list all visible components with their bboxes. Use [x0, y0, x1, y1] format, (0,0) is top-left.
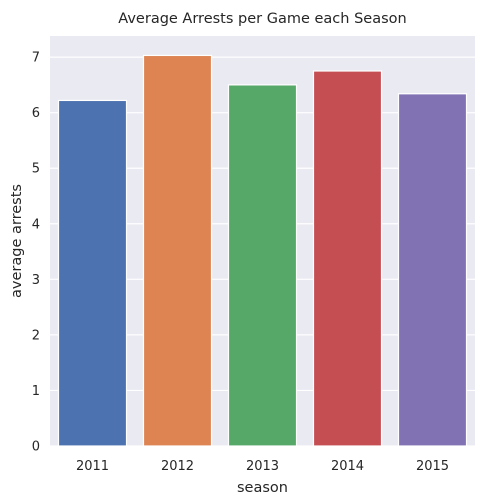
- y-tick-label: 6: [32, 106, 40, 121]
- x-tick-label: 2014: [331, 459, 364, 474]
- bar-2011: [57, 99, 128, 447]
- y-tick-labels: 0 1 2 3 4 5 6 7: [32, 51, 40, 455]
- bar-2014: [312, 70, 383, 447]
- x-tick-label: 2011: [76, 459, 109, 474]
- bar-2012: [142, 54, 213, 447]
- x-axis-label: season: [237, 480, 288, 496]
- x-tick-label: 2012: [161, 459, 194, 474]
- bar-2015: [397, 93, 468, 447]
- y-tick-label: 5: [32, 162, 40, 177]
- y-tick-label: 1: [32, 384, 40, 399]
- y-tick-label: 7: [32, 51, 40, 66]
- x-tick-label: 2013: [246, 459, 279, 474]
- bars: [57, 54, 468, 447]
- y-tick-label: 2: [32, 328, 40, 343]
- chart-title: Average Arrests per Game each Season: [118, 11, 406, 27]
- bar-2013: [227, 84, 298, 447]
- y-tick-label: 4: [32, 217, 40, 232]
- x-tick-label: 2015: [416, 459, 449, 474]
- y-tick-label: 0: [32, 440, 40, 455]
- x-tick-labels: 2011 2012 2013 2014 2015: [76, 459, 449, 474]
- y-tick-label: 3: [32, 273, 40, 288]
- y-axis-label: average arrests: [9, 184, 25, 298]
